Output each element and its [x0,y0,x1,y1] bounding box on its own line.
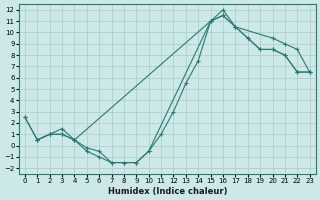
X-axis label: Humidex (Indice chaleur): Humidex (Indice chaleur) [108,187,227,196]
